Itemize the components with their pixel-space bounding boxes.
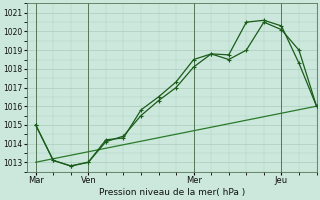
X-axis label: Pression niveau de la mer( hPa ): Pression niveau de la mer( hPa ) xyxy=(99,188,245,197)
